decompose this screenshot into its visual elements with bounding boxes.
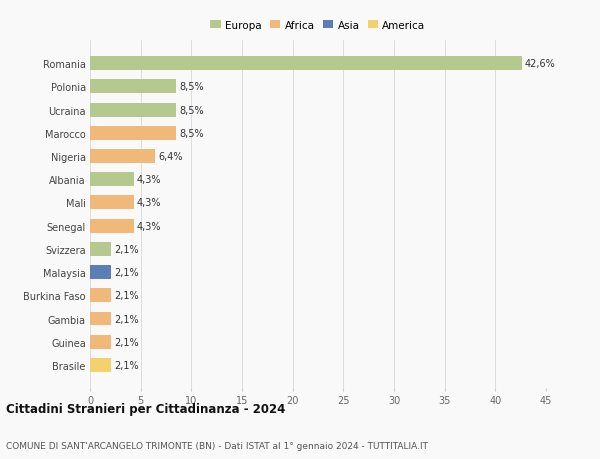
Text: 2,1%: 2,1% bbox=[115, 244, 139, 254]
Text: 6,4%: 6,4% bbox=[158, 151, 182, 162]
Bar bbox=[90, 103, 176, 118]
Bar bbox=[90, 358, 111, 372]
Text: 2,1%: 2,1% bbox=[115, 291, 139, 301]
Bar bbox=[90, 335, 111, 349]
Text: 2,1%: 2,1% bbox=[115, 360, 139, 370]
Bar bbox=[90, 127, 176, 140]
Bar bbox=[90, 150, 155, 163]
Bar bbox=[90, 289, 111, 302]
Bar bbox=[90, 266, 111, 280]
Bar bbox=[90, 57, 521, 71]
Text: 2,1%: 2,1% bbox=[115, 268, 139, 278]
Bar bbox=[90, 196, 134, 210]
Text: 8,5%: 8,5% bbox=[179, 106, 204, 115]
Text: 42,6%: 42,6% bbox=[525, 59, 556, 69]
Text: 4,3%: 4,3% bbox=[137, 175, 161, 185]
Text: 2,1%: 2,1% bbox=[115, 337, 139, 347]
Text: Cittadini Stranieri per Cittadinanza - 2024: Cittadini Stranieri per Cittadinanza - 2… bbox=[6, 403, 286, 415]
Text: 2,1%: 2,1% bbox=[115, 314, 139, 324]
Text: 8,5%: 8,5% bbox=[179, 129, 204, 139]
Text: 4,3%: 4,3% bbox=[137, 198, 161, 208]
Text: COMUNE DI SANT'ARCANGELO TRIMONTE (BN) - Dati ISTAT al 1° gennaio 2024 - TUTTITA: COMUNE DI SANT'ARCANGELO TRIMONTE (BN) -… bbox=[6, 441, 428, 450]
Bar bbox=[90, 80, 176, 94]
Bar bbox=[90, 219, 134, 233]
Text: 8,5%: 8,5% bbox=[179, 82, 204, 92]
Bar bbox=[90, 242, 111, 256]
Legend: Europa, Africa, Asia, America: Europa, Africa, Asia, America bbox=[208, 18, 428, 33]
Text: 4,3%: 4,3% bbox=[137, 221, 161, 231]
Bar bbox=[90, 173, 134, 187]
Bar bbox=[90, 312, 111, 326]
